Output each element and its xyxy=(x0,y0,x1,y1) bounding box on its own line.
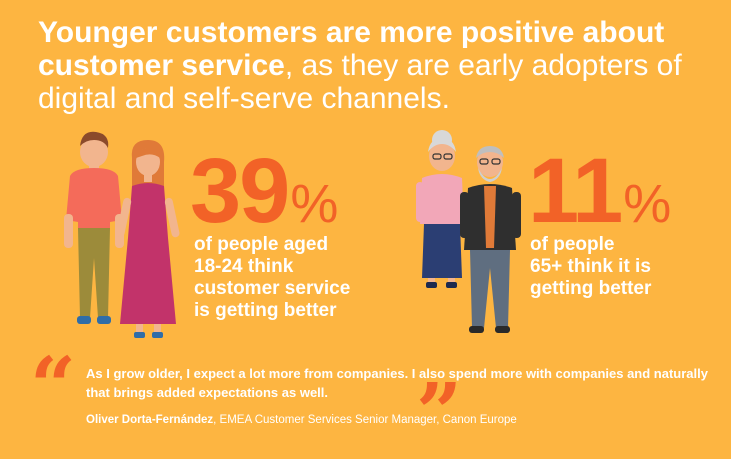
quote-author-title: , EMEA Customer Services Senior Manager,… xyxy=(213,414,517,426)
close-quote-icon: ” xyxy=(416,365,463,459)
older-man-figure xyxy=(460,146,521,333)
stat-older-percentage: 11% xyxy=(528,145,671,237)
stat-older-line: getting better xyxy=(530,278,652,299)
open-quote-icon: “ xyxy=(30,339,77,433)
young-couple-illustration xyxy=(64,131,180,338)
headline-bold: Younger customers are more positive abou… xyxy=(38,16,665,82)
headline: Younger customers are more positive abou… xyxy=(38,16,718,115)
quote-attribution: Oliver Dorta-Fernández, EMEA Customer Se… xyxy=(86,414,517,426)
stat-young-description: of people aged 18-24 think customer serv… xyxy=(194,234,350,322)
stat-young-line: is getting better xyxy=(194,300,337,321)
stat-young-line: customer service xyxy=(194,278,351,299)
headline-light: , as they are early adopters of digital … xyxy=(38,49,682,115)
stat-young-unit: % xyxy=(290,174,339,234)
older-couple-illustration xyxy=(416,130,521,333)
stat-older-line: 65+ think it is xyxy=(530,256,651,277)
young-woman-figure xyxy=(116,140,180,338)
stat-older-number: 11 xyxy=(528,140,623,242)
quote-text: As I grow older, I expect a lot more fro… xyxy=(86,366,708,400)
stat-young-percentage: 39% xyxy=(190,145,338,237)
stat-young-number: 39 xyxy=(190,140,290,242)
stat-young-line: 18-24 think xyxy=(194,256,294,277)
stat-older-description: of people 65+ think it is getting better xyxy=(530,234,651,300)
stat-older-unit: % xyxy=(623,174,672,234)
stat-young-line: of people aged xyxy=(194,234,329,255)
young-man-figure xyxy=(64,131,124,324)
quote-author-name: Oliver Dorta-Fernández xyxy=(86,414,214,426)
stat-older-line: of people xyxy=(530,234,615,255)
older-woman-figure xyxy=(416,130,464,288)
